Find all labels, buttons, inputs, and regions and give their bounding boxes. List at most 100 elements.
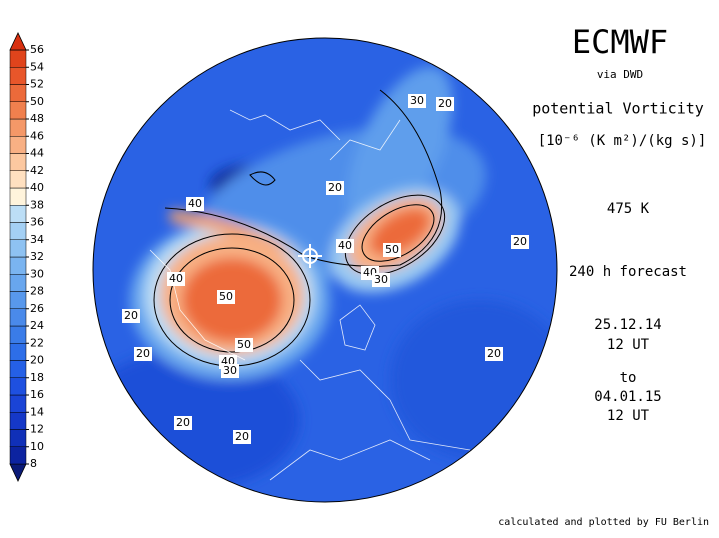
contour-label: 20	[176, 416, 190, 429]
colorbar-label: 8	[30, 457, 37, 470]
colorbar-label: 44	[30, 147, 44, 160]
colorbar-label: 36	[30, 216, 44, 229]
colorbar-swatch	[9, 49, 27, 68]
start-time: 12 UT	[607, 337, 650, 353]
colorbar-label: 16	[30, 388, 44, 401]
colorbar-arrow	[9, 463, 27, 482]
contour-label: 50	[219, 290, 233, 303]
contour-label-box	[511, 235, 529, 249]
contour-label-box	[134, 347, 152, 361]
colorbar-label: 24	[30, 319, 44, 332]
contour-label: 20	[487, 347, 501, 360]
colorbar-swatch	[9, 412, 27, 430]
contour-label-box	[174, 416, 192, 430]
pole-marker	[298, 244, 322, 268]
contour-label-box	[383, 243, 401, 257]
contour-label-box	[186, 197, 204, 211]
contour-label: 20	[328, 181, 342, 194]
contour-label: 30	[223, 364, 237, 377]
colorbar-label: 12	[30, 423, 44, 436]
colorbar-label: 50	[30, 95, 44, 108]
colorbar-swatch	[9, 170, 27, 189]
colorbar: 8 10 12 14 16 18 20 22 24 26 28 30 32 34 36 38 40 42 44 46 4…	[9, 32, 44, 482]
colorbar-swatch	[9, 325, 27, 344]
colorbar-label: 34	[30, 233, 44, 246]
polar-map	[93, 38, 557, 502]
colorbar-swatch	[9, 84, 27, 102]
colorbar-label: 30	[30, 267, 44, 280]
colorbar-swatch	[9, 291, 27, 309]
end-time: 12 UT	[607, 408, 650, 424]
colorbar-label: 20	[30, 354, 44, 367]
quantity: potential Vorticity	[532, 100, 704, 118]
colorbar-label: 54	[30, 60, 44, 73]
contour-label: 40	[188, 197, 202, 210]
contour-label: 20	[124, 309, 138, 322]
forecast: 240 h forecast	[569, 264, 687, 280]
contour-label-box	[217, 290, 235, 304]
colorbar-label: 14	[30, 405, 44, 418]
level: 475 K	[607, 201, 650, 217]
to: to	[620, 370, 637, 386]
colorbar-swatch	[9, 394, 27, 413]
map-border	[92, 37, 558, 503]
contour-label: 40	[169, 272, 183, 285]
colorbar-swatch	[9, 67, 27, 85]
contour-label-box	[485, 347, 503, 361]
colorbar-label: 46	[30, 129, 44, 142]
contour-label: 50	[237, 338, 251, 351]
contour-label-box	[372, 273, 390, 287]
contour-label: 40	[338, 239, 352, 252]
colorbar-swatch	[9, 360, 27, 378]
colorbar-label: 52	[30, 78, 44, 91]
unit: [10⁻⁶ (K m²)/(kg s)]	[538, 133, 707, 149]
colorbar-label: 42	[30, 164, 44, 177]
colorbar-swatch	[9, 136, 27, 154]
colorbar-label: 22	[30, 336, 44, 349]
colorbar-label: 56	[30, 43, 44, 56]
colorbar-label: 18	[30, 371, 44, 384]
colorbar-swatch	[9, 446, 27, 465]
colorbar-swatch	[9, 274, 27, 292]
title: ECMWF	[572, 23, 668, 61]
colorbar-swatch	[9, 429, 27, 447]
colorbar-label: 28	[30, 285, 44, 298]
colorbar-swatch	[9, 205, 27, 223]
contour-label: 20	[438, 97, 452, 110]
contour-label: 20	[235, 430, 249, 443]
colorbar-swatch	[9, 256, 27, 275]
coastlines	[149, 109, 471, 481]
contour-label-box	[235, 338, 253, 352]
source: via DWD	[597, 68, 643, 81]
contour-label: 30	[374, 273, 388, 286]
colorbar-label: 10	[30, 440, 44, 453]
colorbar-swatch	[9, 239, 27, 258]
contour-label-box	[336, 239, 354, 253]
footer: calculated and plotted by FU Berlin	[498, 517, 709, 528]
start-date: 25.12.14	[594, 317, 661, 333]
contour-label: 30	[410, 94, 424, 107]
contour-label-box	[122, 309, 140, 323]
contour-label-box	[436, 97, 454, 111]
colorbar-label: 26	[30, 302, 44, 315]
contour-label-box	[167, 272, 185, 286]
contour-label-box	[326, 181, 344, 195]
colorbar-swatch	[9, 308, 27, 327]
contours	[153, 89, 446, 367]
contour-label: 20	[136, 347, 150, 360]
contour-label: 50	[385, 243, 399, 256]
colorbar-label: 32	[30, 250, 44, 263]
end-date: 04.01.15	[594, 389, 661, 405]
colorbar-label: 40	[30, 181, 44, 194]
colorbar-swatch	[9, 187, 27, 206]
contour-label: 20	[513, 235, 527, 248]
colorbar-label: 48	[30, 112, 44, 125]
colorbar-label: 38	[30, 198, 44, 211]
colorbar-swatch	[9, 377, 27, 396]
colorbar-swatch	[9, 222, 27, 240]
contour-label-box	[221, 364, 239, 378]
colorbar-arrow	[9, 32, 27, 51]
contour-label-box	[408, 94, 426, 108]
